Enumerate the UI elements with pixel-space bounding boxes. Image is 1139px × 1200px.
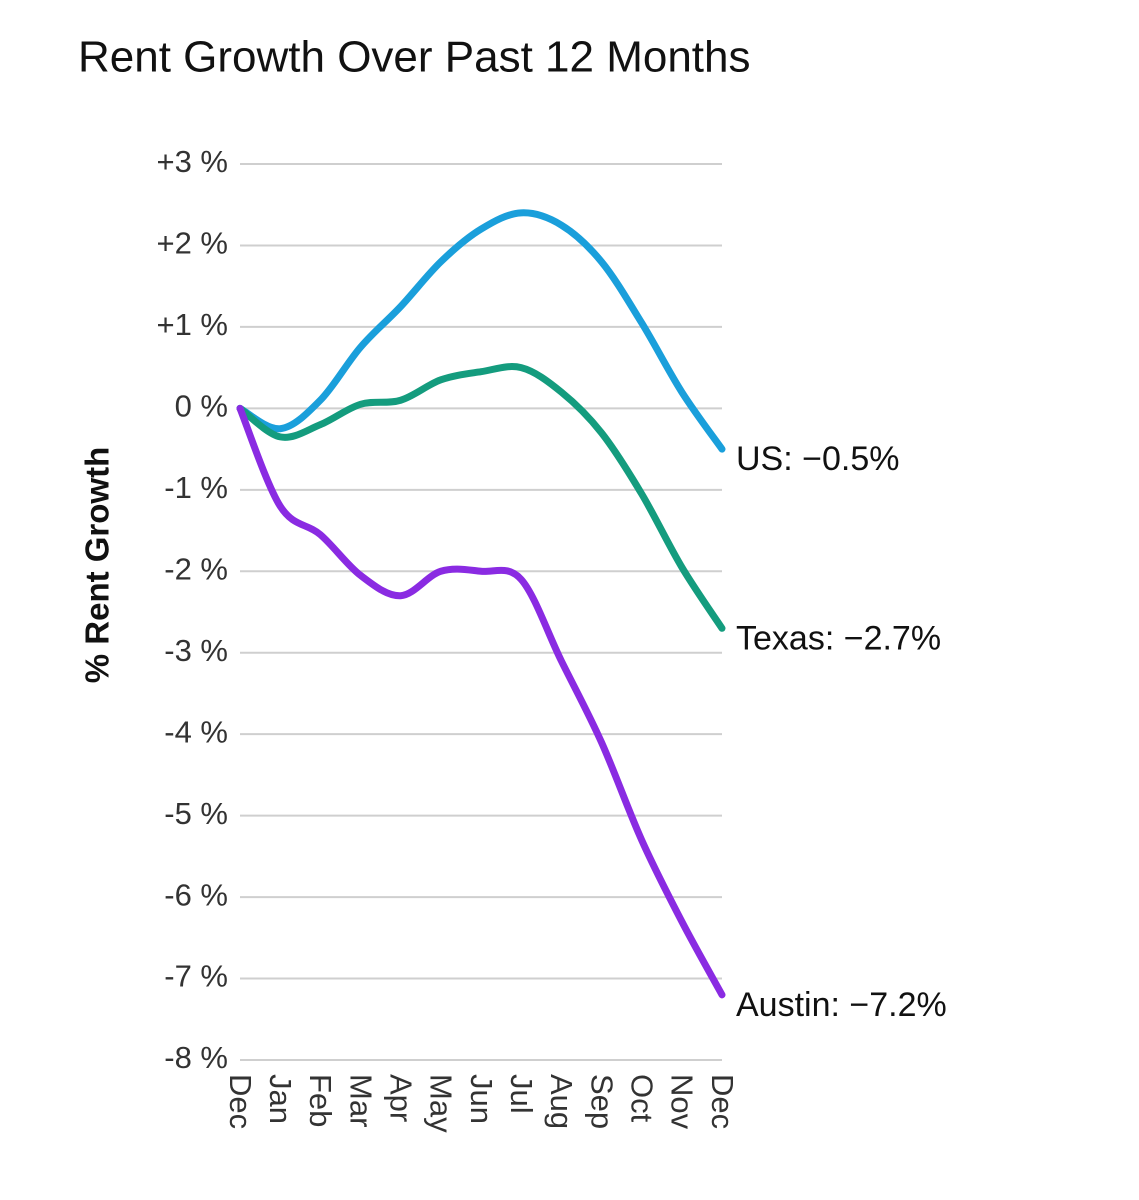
series-line [236, 363, 726, 632]
series-end-label: Texas: −2.7% [736, 619, 941, 657]
series-line [236, 404, 726, 999]
y-axis-label: % Rent Growth [79, 447, 116, 684]
x-tick-label: Nov [665, 1074, 700, 1130]
y-tick-label: -7 % [164, 959, 228, 994]
x-tick-label: Feb [303, 1074, 338, 1127]
y-tick-label: -5 % [164, 796, 228, 831]
x-tick-label: Oct [624, 1074, 659, 1123]
x-tick-label: Apr [383, 1074, 418, 1122]
y-tick-label: -4 % [164, 714, 228, 749]
y-tick-label: -2 % [164, 551, 228, 586]
y-tick-label: +1 % [156, 307, 228, 342]
series-end-label: Austin: −7.2% [736, 986, 947, 1024]
y-tick-label: 0 % [175, 389, 228, 424]
y-tick-label: -6 % [164, 877, 228, 912]
y-tick-label: -3 % [164, 633, 228, 668]
x-tick-label: Jan [263, 1074, 298, 1124]
y-tick-label: -8 % [164, 1040, 228, 1075]
x-tick-label: Jul [504, 1074, 539, 1114]
series-line [236, 209, 726, 453]
x-tick-label: Dec [705, 1074, 740, 1129]
x-tick-label: Dec [223, 1074, 258, 1129]
chart-title: Rent Growth Over Past 12 Months [78, 33, 751, 82]
y-tick-label: -1 % [164, 470, 228, 505]
x-tick-label: Jun [464, 1074, 499, 1124]
x-tick-label: May [424, 1074, 459, 1133]
x-tick-label: Aug [544, 1074, 579, 1129]
y-tick-label: +2 % [156, 226, 228, 261]
x-tick-label: Sep [584, 1074, 619, 1129]
series-end-label: US: −0.5% [736, 440, 899, 478]
y-tick-label: +3 % [156, 144, 228, 179]
x-tick-label: Mar [343, 1074, 378, 1127]
